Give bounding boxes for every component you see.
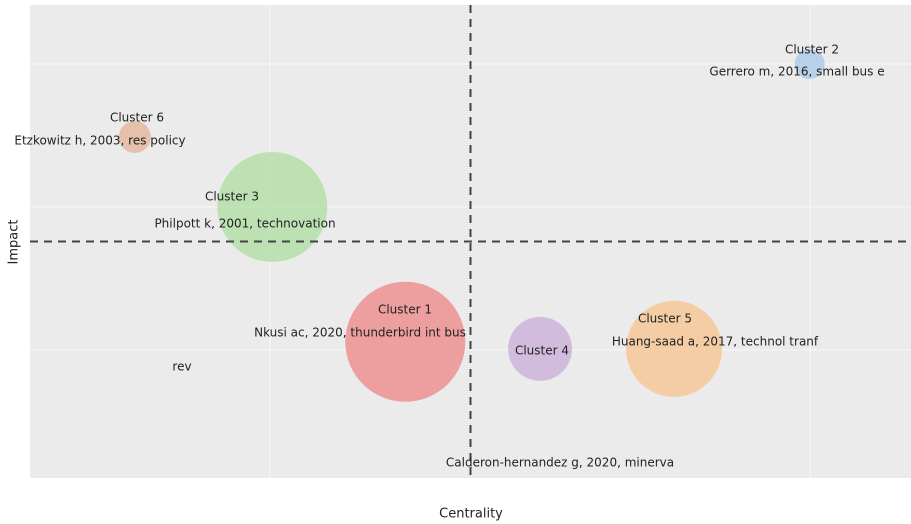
- y-axis-label: Impact: [7, 220, 22, 265]
- bubble: [508, 316, 573, 381]
- bubble: [217, 151, 328, 262]
- cluster-name: Cluster 1: [378, 303, 432, 317]
- cluster-name: Cluster 3: [205, 190, 259, 204]
- document-label: Calderon-hernandez g, 2020, minerva: [446, 456, 674, 470]
- cluster-name: Cluster 6: [110, 111, 164, 125]
- bubble: [626, 300, 723, 397]
- bubble: [794, 49, 825, 80]
- cluster-name: Cluster 4: [515, 344, 569, 358]
- document-label: Huang-saad a, 2017, technol tranf: [612, 335, 819, 349]
- document-label: Philpott k, 2001, technovation: [154, 217, 335, 231]
- document-label: Etzkowitz h, 2003, res policy: [14, 134, 185, 148]
- document-label: rev: [172, 360, 191, 374]
- bubble: [118, 120, 151, 153]
- cluster-name: Cluster 5: [638, 312, 692, 326]
- document-label: Nkusi ac, 2020, thunderbird int bus: [254, 326, 466, 340]
- bubble: [345, 281, 466, 402]
- document-label: Gerrero m, 2016, small bus e: [709, 65, 884, 79]
- x-axis-label: Centrality: [439, 507, 503, 522]
- cluster-name: Cluster 2: [785, 43, 839, 57]
